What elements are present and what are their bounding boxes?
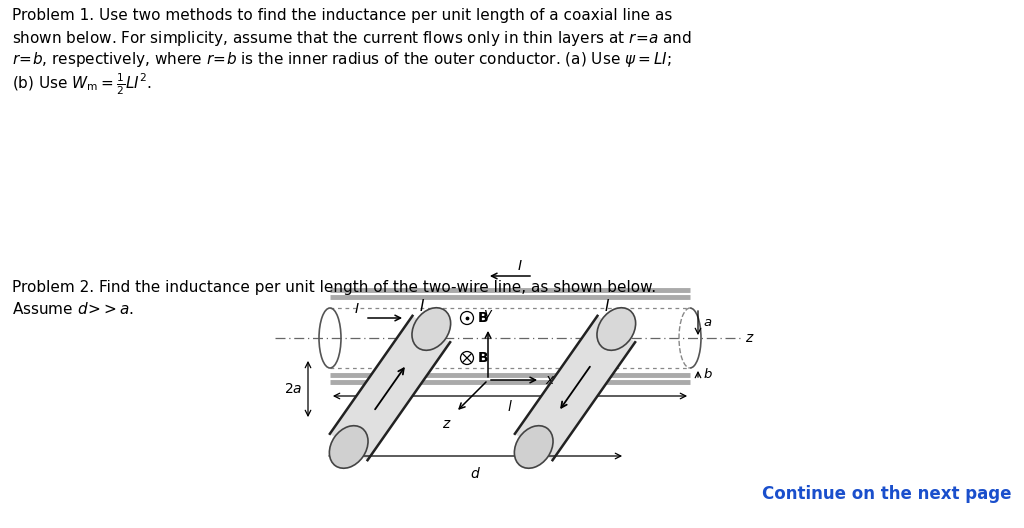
Polygon shape bbox=[330, 316, 451, 460]
Text: Continue on the next page: Continue on the next page bbox=[763, 485, 1012, 503]
Polygon shape bbox=[515, 316, 635, 460]
Ellipse shape bbox=[514, 426, 553, 468]
Text: $x$: $x$ bbox=[545, 373, 556, 387]
Text: Problem 2. Find the inductance per unit length of the two-wire line, as shown be: Problem 2. Find the inductance per unit … bbox=[12, 280, 656, 295]
Text: $I$: $I$ bbox=[419, 298, 425, 315]
Text: Assume $d\!>\!>a$.: Assume $d\!>\!>a$. bbox=[12, 301, 134, 317]
Text: $\mathbf{B}$: $\mathbf{B}$ bbox=[477, 351, 488, 365]
Text: $z$: $z$ bbox=[442, 417, 452, 431]
Text: $\mathbf{B}$: $\mathbf{B}$ bbox=[477, 311, 488, 325]
Ellipse shape bbox=[412, 308, 451, 350]
Text: $y$: $y$ bbox=[482, 308, 494, 323]
Text: $z$: $z$ bbox=[745, 331, 755, 345]
Text: $I$: $I$ bbox=[517, 259, 523, 273]
Text: shown below. For simplicity, assume that the current flows only in thin layers a: shown below. For simplicity, assume that… bbox=[12, 29, 692, 48]
Text: Problem 1. Use two methods to find the inductance per unit length of a coaxial l: Problem 1. Use two methods to find the i… bbox=[12, 8, 673, 23]
Text: $2a$: $2a$ bbox=[284, 382, 302, 396]
Text: $I$: $I$ bbox=[354, 302, 360, 316]
Text: $I$: $I$ bbox=[604, 298, 610, 315]
Text: $r\!=\!b$, respectively, where $r\!=\!b$ is the inner radius of the outer conduc: $r\!=\!b$, respectively, where $r\!=\!b$… bbox=[12, 50, 672, 69]
Text: (b) Use $W_{\rm m} = \frac{1}{2}LI^2$.: (b) Use $W_{\rm m} = \frac{1}{2}LI^2$. bbox=[12, 71, 152, 97]
Text: $d$: $d$ bbox=[470, 466, 480, 481]
Ellipse shape bbox=[330, 426, 368, 468]
Text: $b$: $b$ bbox=[703, 367, 713, 381]
Text: $l$: $l$ bbox=[507, 399, 513, 414]
Ellipse shape bbox=[597, 308, 636, 350]
Text: $a$: $a$ bbox=[703, 316, 713, 329]
